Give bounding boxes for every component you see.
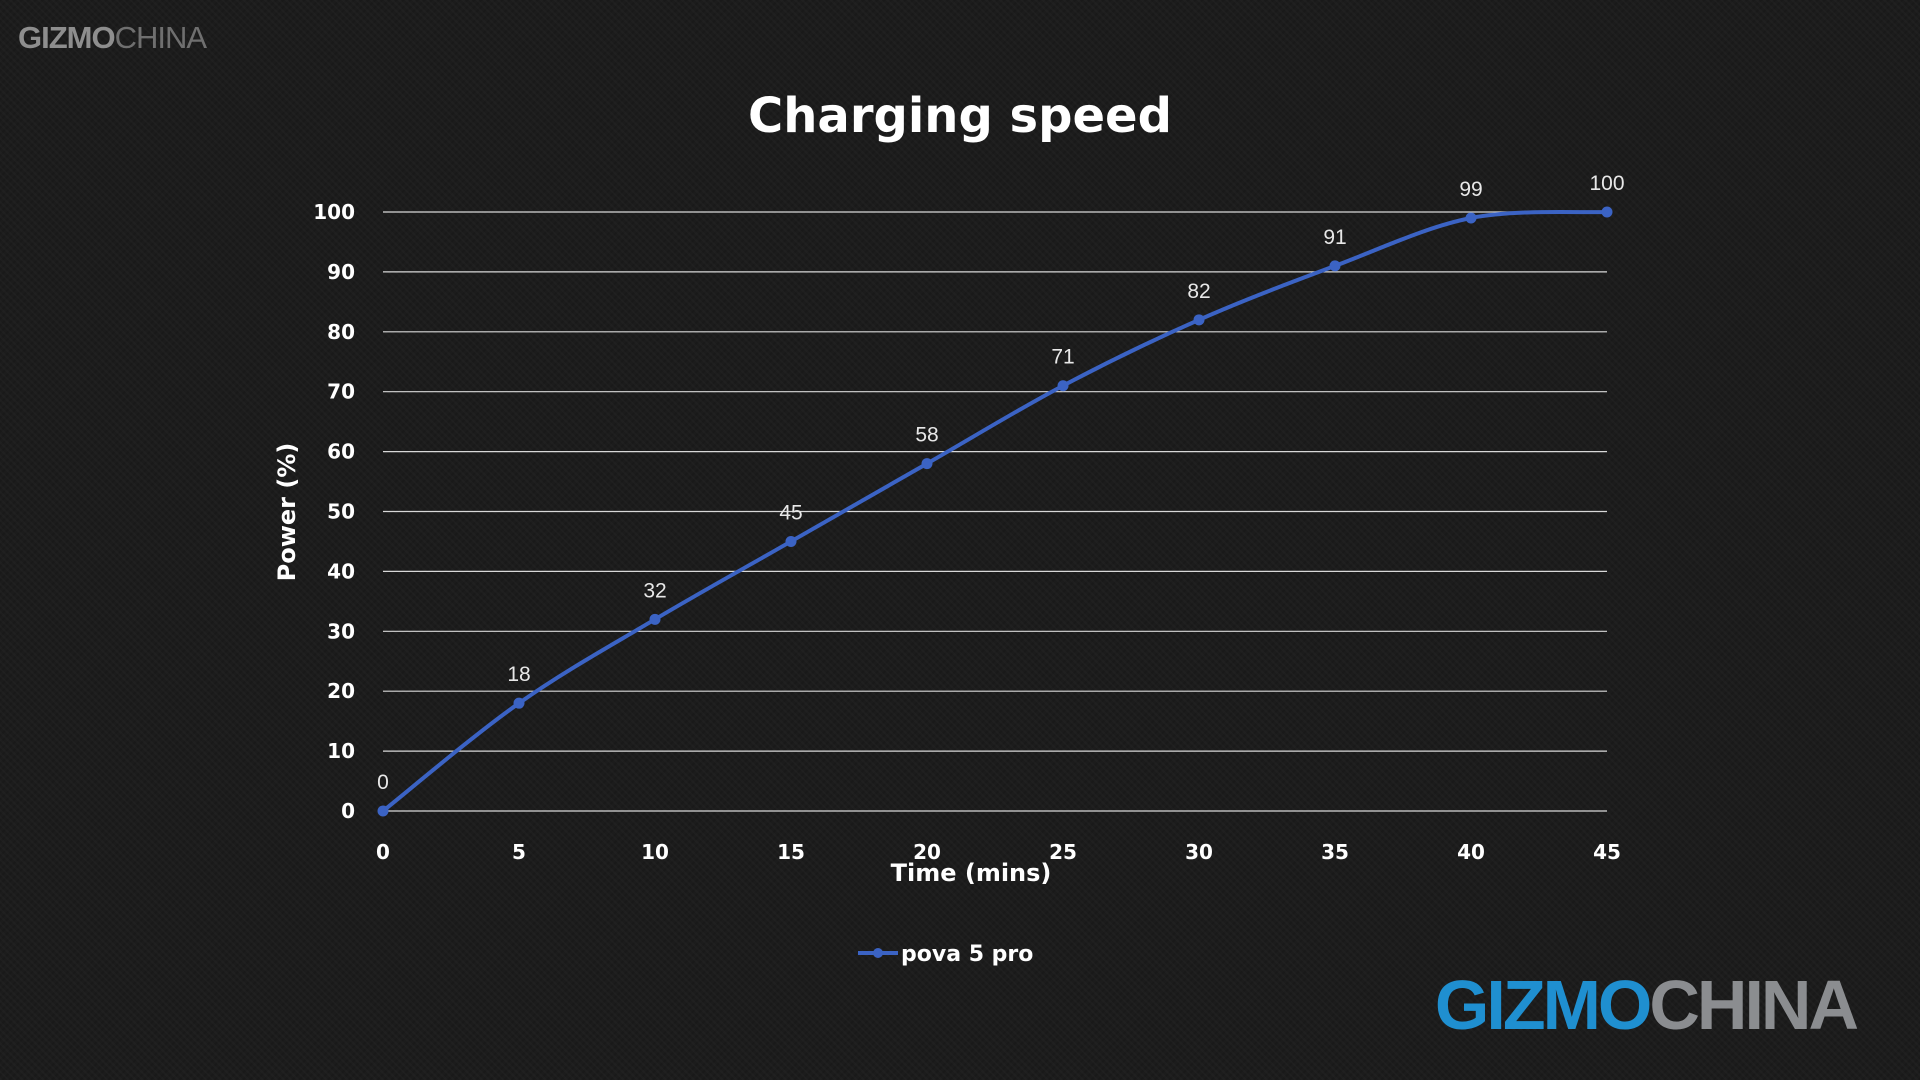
x-tick-45: 45 (1593, 840, 1621, 864)
watermark-brand-light-large: CHINA (1649, 966, 1859, 1044)
y-tick-70: 70 (327, 380, 355, 404)
x-axis-label: Time (mins) (891, 859, 1052, 887)
y-tick-20: 20 (327, 679, 355, 703)
data-point-5 (513, 697, 525, 709)
y-tick-50: 50 (327, 500, 355, 524)
data-label-0: 0 (377, 771, 389, 794)
data-point-35 (1329, 260, 1341, 272)
data-point-10 (649, 613, 661, 625)
watermark-brand-bold: GIZMO (18, 20, 116, 55)
watermark-brand-bold-large: GIZMO (1434, 966, 1652, 1044)
data-label-5: 18 (507, 663, 530, 686)
y-axis-ticks: 0 10 20 30 40 50 60 70 80 90 100 (313, 200, 355, 823)
grid-lines (383, 211, 1607, 812)
watermark-logo-small: GIZMOCHINA (18, 20, 207, 56)
data-label-20: 58 (915, 424, 938, 447)
data-point-15 (785, 535, 797, 547)
y-tick-10: 10 (327, 739, 355, 763)
data-point-45 (1601, 206, 1613, 218)
data-point-30 (1193, 314, 1205, 326)
x-tick-15: 15 (777, 840, 805, 864)
x-axis-ticks: 0 5 10 15 20 25 30 35 40 45 (376, 840, 1621, 864)
data-label-10: 32 (643, 579, 666, 602)
watermark-logo-large: GIZMOCHINA (1435, 970, 1859, 1040)
series-line (381, 209, 1609, 813)
watermark-brand-light: CHINA (114, 20, 207, 55)
y-tick-80: 80 (327, 320, 355, 344)
y-tick-90: 90 (327, 260, 355, 284)
x-tick-40: 40 (1457, 840, 1485, 864)
data-label-30: 82 (1187, 280, 1210, 303)
series-pova-5-pro (377, 206, 1613, 817)
legend-label: pova 5 pro (901, 942, 1033, 967)
legend: pova 5 pro (858, 942, 1033, 967)
x-tick-25: 25 (1049, 840, 1077, 864)
data-labels: 0 18 32 45 58 71 82 91 99 100 (377, 172, 1624, 794)
y-tick-30: 30 (327, 619, 355, 643)
x-tick-5: 5 (512, 840, 526, 864)
x-tick-20: 20 (913, 840, 941, 864)
data-point-0 (377, 805, 389, 817)
y-tick-40: 40 (327, 559, 355, 583)
y-tick-60: 60 (327, 440, 355, 464)
x-tick-0: 0 (376, 840, 390, 864)
data-point-25 (1057, 380, 1069, 392)
x-tick-10: 10 (641, 840, 669, 864)
data-point-40 (1465, 212, 1477, 224)
data-point-20 (921, 458, 933, 470)
data-label-40: 99 (1459, 178, 1482, 201)
legend-marker (873, 948, 883, 958)
y-tick-100: 100 (313, 200, 355, 224)
y-tick-0: 0 (341, 799, 355, 823)
x-tick-35: 35 (1321, 840, 1349, 864)
data-label-45: 100 (1589, 172, 1624, 195)
y-axis-label: Power (%) (273, 443, 301, 582)
data-label-25: 71 (1051, 346, 1074, 369)
data-label-35: 91 (1323, 226, 1346, 249)
x-tick-30: 30 (1185, 840, 1213, 864)
data-label-15: 45 (779, 501, 802, 524)
chart-title: Charging speed (748, 88, 1172, 144)
